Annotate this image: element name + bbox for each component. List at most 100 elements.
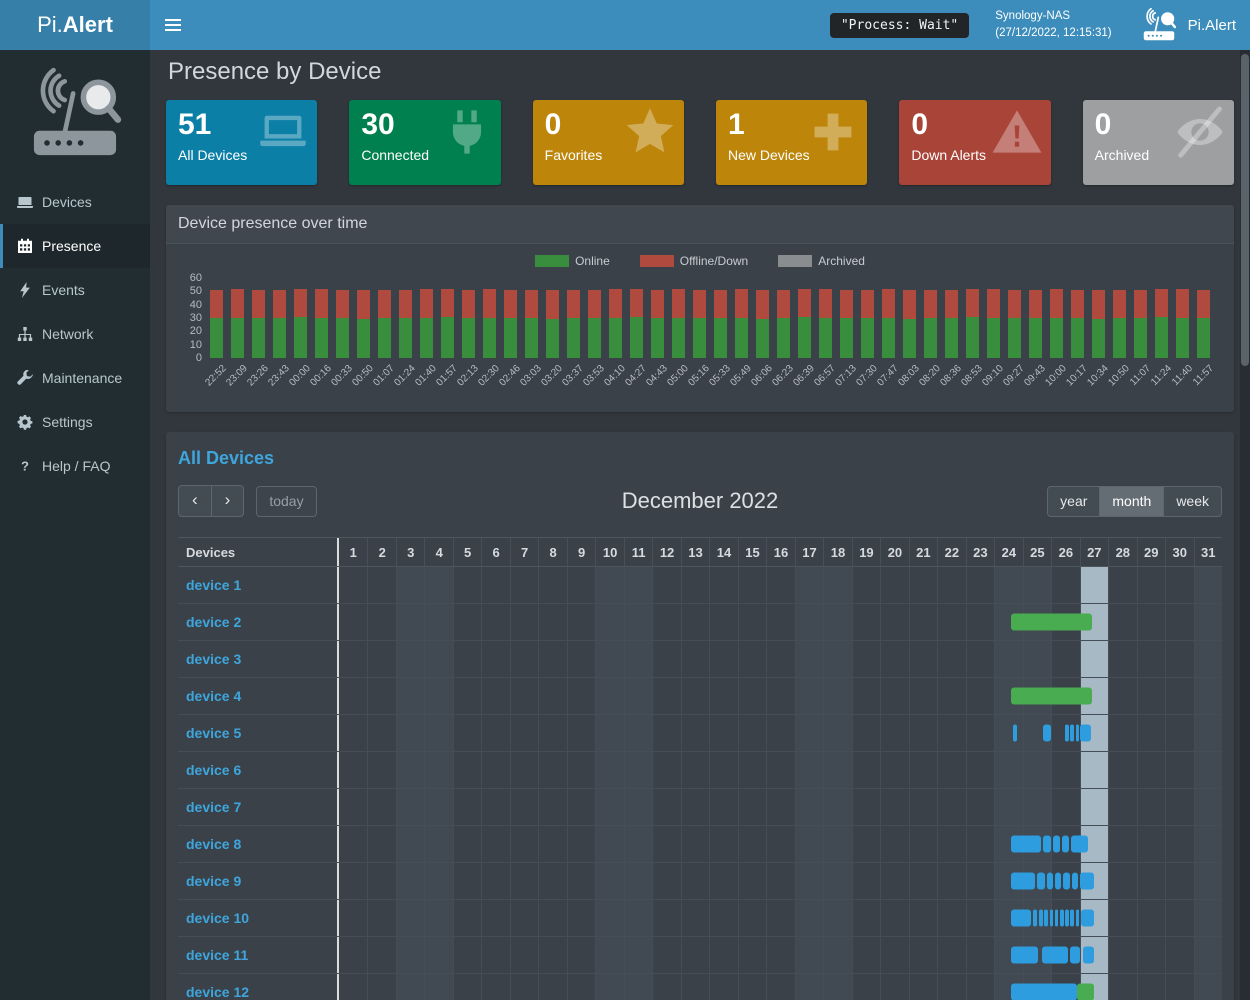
device-link[interactable]: device 6 (186, 762, 242, 779)
legend-item-archived: Archived (778, 254, 865, 268)
online-segment (798, 316, 811, 358)
sidebar-item-devices[interactable]: Devices (0, 180, 150, 224)
online-segment (357, 319, 370, 358)
offline-segment (1071, 290, 1084, 318)
device-link[interactable]: device 11 (186, 947, 249, 964)
sidebar-item-events[interactable]: Events (0, 268, 150, 312)
day-cell (994, 567, 1023, 604)
device-link[interactable]: device 8 (186, 836, 242, 853)
device-link[interactable]: device 10 (186, 910, 250, 927)
sidebar-item-network[interactable]: Network (0, 312, 150, 356)
device-link[interactable]: device 2 (186, 614, 242, 631)
day-cell (1051, 752, 1079, 789)
day-cell (937, 937, 965, 974)
device-name-cell: device 7 (178, 789, 339, 826)
day-cell (1022, 678, 1052, 715)
online-segment (1197, 318, 1210, 358)
day-header: 10 (595, 538, 623, 567)
device-link[interactable]: device 4 (186, 688, 242, 705)
day-cell (794, 567, 824, 604)
sidebar-item-maintenance[interactable]: Maintenance (0, 356, 150, 400)
day-cell (1136, 937, 1165, 974)
legend-swatch (778, 255, 813, 267)
today-button[interactable]: today (256, 485, 317, 517)
device-link[interactable]: device 1 (186, 577, 242, 594)
day-cell (737, 678, 766, 715)
laptop-icon (257, 106, 309, 163)
day-cell (737, 641, 766, 678)
device-link[interactable]: device 3 (186, 651, 242, 668)
summary-card-new-devices[interactable]: 1 New Devices (715, 100, 868, 185)
sidebar-item-help-faq[interactable]: ? Help / FAQ (0, 444, 150, 488)
day-cell (424, 789, 453, 826)
next-button[interactable]: › (210, 485, 245, 518)
sidebar-logo (0, 50, 150, 172)
day-cell (851, 641, 880, 678)
view-week-button[interactable]: week (1163, 485, 1222, 517)
day-cell (1079, 715, 1109, 752)
summary-card-down-alerts[interactable]: 0 Down Alerts (899, 100, 1051, 185)
panel-title: Device presence over time (166, 205, 1234, 244)
question-icon: ? (17, 458, 33, 474)
device-link[interactable]: device 9 (186, 873, 242, 890)
day-cell (623, 752, 653, 789)
day-cell (908, 937, 937, 974)
device-name-cell: device 12 (178, 974, 339, 1000)
x-axis-label: 09:43 (1022, 363, 1048, 389)
summary-card-connected[interactable]: 30 Connected (349, 100, 501, 185)
summary-card-favorites[interactable]: 0 Favorites (532, 100, 684, 185)
calendar-nav: ‹ › today (178, 485, 317, 518)
summary-card-all-devices[interactable]: 51 All Devices (166, 100, 318, 185)
bolt-icon (17, 282, 33, 298)
hamburger-menu-icon[interactable] (150, 0, 196, 50)
day-cell (652, 678, 680, 715)
x-axis-label: 04:43 (644, 363, 670, 389)
view-month-button[interactable]: month (1099, 485, 1165, 517)
scrollbar-thumb[interactable] (1241, 54, 1249, 366)
chart-bar (315, 288, 328, 358)
day-cell (709, 789, 737, 826)
day-cell (709, 900, 737, 937)
offline-segment (525, 290, 538, 318)
chart-bar (1155, 288, 1168, 358)
day-cell (538, 863, 566, 900)
day-header: 8 (538, 538, 566, 567)
day-cell (367, 567, 395, 604)
day-cell (1051, 567, 1079, 604)
day-cell (794, 752, 824, 789)
day-cell (1079, 937, 1109, 974)
prev-button[interactable]: ‹ (178, 485, 212, 518)
day-cell (908, 863, 937, 900)
day-cell (823, 900, 852, 937)
sidebar-item-settings[interactable]: Settings (0, 400, 150, 444)
view-year-button[interactable]: year (1047, 485, 1101, 517)
day-cell (339, 826, 367, 862)
device-link[interactable]: device 12 (186, 984, 250, 1000)
day-cell (566, 974, 595, 1000)
online-segment (630, 316, 643, 358)
day-cell (1108, 826, 1136, 863)
offline-segment (651, 290, 664, 318)
day-cell (424, 863, 453, 900)
sidebar-item-presence[interactable]: Presence (0, 224, 150, 268)
card-label: Down Alerts (911, 146, 987, 163)
summary-card-archived[interactable]: 0 Archived (1082, 100, 1234, 185)
day-cell (766, 900, 794, 937)
x-axis-label: 03:03 (518, 363, 544, 389)
card-value: 51 (178, 108, 212, 141)
x-axis-label: 23:43 (266, 363, 292, 389)
offline-segment (294, 288, 307, 317)
x-axis-label: 08:20 (917, 363, 943, 389)
device-link[interactable]: device 5 (186, 725, 242, 742)
section-title: All Devices (178, 448, 275, 468)
day-cell (908, 567, 937, 604)
day-cell (452, 604, 481, 641)
day-cell (424, 937, 453, 974)
device-link[interactable]: device 7 (186, 799, 242, 816)
legend-swatch (535, 255, 570, 267)
chart-bar (252, 290, 265, 358)
day-header: 28 (1108, 538, 1136, 567)
day-cell (880, 937, 908, 974)
day-cell (737, 974, 766, 1000)
brand-logo[interactable]: Pi. Alert (0, 0, 150, 50)
